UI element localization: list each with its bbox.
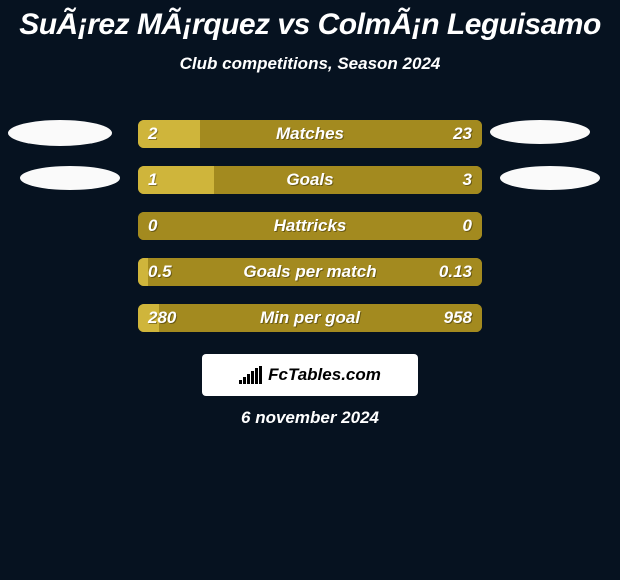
chart-area: Matches2 23 Goals1 3 Hattricks0 0 Goals per ma… [0,120,620,350]
logo-bar-icon [255,368,258,384]
bar-label: Goals per match [138,258,482,286]
generation-date: 6 november 2024 [0,408,620,428]
bar-label: Matches [138,120,482,148]
fctables-logo[interactable]: FcTables.com [202,354,418,396]
page-title: SuÃ¡rez MÃ¡rquez vs ColmÃ¡n Leguisamo [0,0,620,42]
right-value: 23 [453,120,472,148]
logo-text: FcTables.com [268,365,381,385]
comparison-row: Matches2 23 [0,120,620,148]
logo-bars-icon [239,366,262,384]
left-value: 1 [148,166,157,194]
logo-bar-icon [247,374,250,384]
logo-bar-icon [251,371,254,384]
logo-bar-icon [239,380,242,384]
logo-bar-icon [243,377,246,384]
comparison-row: Min per goal280 958 [0,304,620,332]
bar-label: Goals [138,166,482,194]
left-value: 2 [148,120,157,148]
bar-label: Hattricks [138,212,482,240]
page-subtitle: Club competitions, Season 2024 [0,54,620,74]
comparison-row: Goals per match0.5 0.13 [0,258,620,286]
comparison-rows: Matches2 23 Goals1 3 Hattricks0 0 Goals per ma… [0,120,620,332]
comparison-row: Hattricks0 0 [0,212,620,240]
right-value: 3 [463,166,472,194]
left-value: 0.5 [148,258,172,286]
right-value: 0.13 [439,258,472,286]
stats-comparison-card: SuÃ¡rez MÃ¡rquez vs ColmÃ¡n Leguisamo Cl… [0,0,620,580]
comparison-row: Goals1 3 [0,166,620,194]
right-value: 0 [463,212,472,240]
left-value: 280 [148,304,176,332]
right-value: 958 [444,304,472,332]
logo-bar-icon [259,366,262,384]
bar-label: Min per goal [138,304,482,332]
left-value: 0 [148,212,157,240]
